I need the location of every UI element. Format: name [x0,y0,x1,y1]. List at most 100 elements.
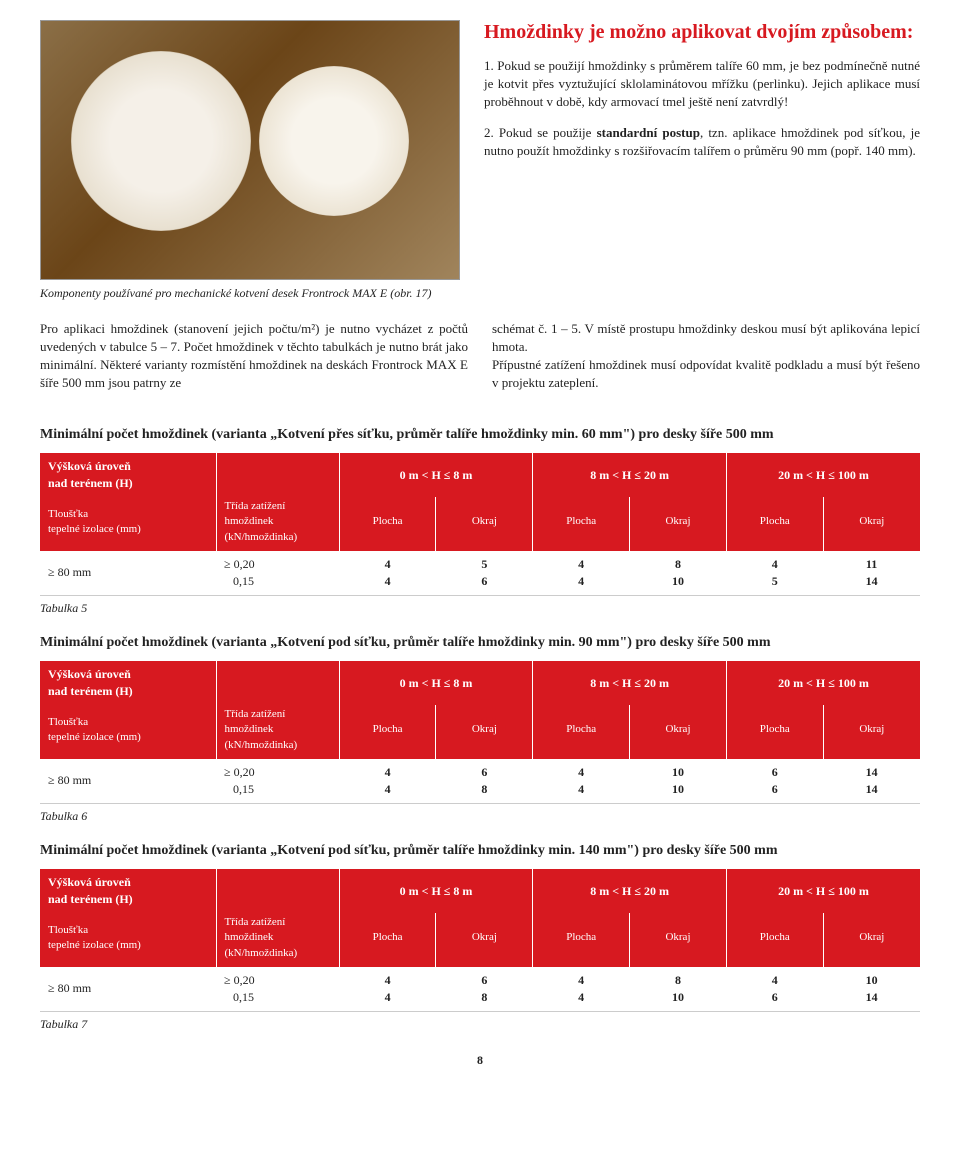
cell-p1: 4 4 [339,551,436,595]
mid-left-para: Pro aplikaci hmoždinek (stanovení jejich… [40,320,468,393]
cell-o3: 11 14 [823,551,920,595]
table-block: Minimální počet hmoždinek (varianta „Kot… [40,842,920,1032]
hdr-range-2: 8 m < H ≤ 20 m [533,453,727,497]
mid-left-col: Pro aplikaci hmoždinek (stanovení jejich… [40,320,468,405]
hdr-left: Výšková úroveň nad terénem (H) [40,453,216,497]
hdr-range-1: 0 m < H ≤ 8 m [339,661,533,705]
table-title: Minimální počet hmoždinek (varianta „Kot… [40,842,920,861]
sub-plocha-2: Plocha [533,705,630,759]
hdr-range-3: 20 m < H ≤ 100 m [726,869,920,913]
cell-o2: 10 10 [630,759,727,803]
hdr-range-3: 20 m < H ≤ 100 m [726,453,920,497]
table-caption: Tabulka 7 [40,1016,920,1033]
sub-plocha-3: Plocha [726,913,823,967]
cell-p3: 4 5 [726,551,823,595]
sub-left: Tloušťka tepelné izolace (mm) [40,497,216,551]
sub-okraj-3: Okraj [823,913,920,967]
component-photo [40,20,460,280]
table-title: Minimální počet hmoždinek (varianta „Kot… [40,634,920,653]
hdr-load-blank [216,661,339,705]
sub-plocha-2: Plocha [533,497,630,551]
para2-bold: standardní postup [597,125,700,140]
sub-load: Třída zatížení hmoždinek (kN/hmoždinka) [216,705,339,759]
hdr-range-1: 0 m < H ≤ 8 m [339,453,533,497]
photo-column: Komponenty používané pro mechanické kotv… [40,20,460,302]
sub-plocha-3: Plocha [726,705,823,759]
cell-thickness: ≥ 80 mm [40,759,216,803]
table-caption: Tabulka 6 [40,808,920,825]
paragraph-2: 2. Pokud se použije standardní postup, t… [484,124,920,160]
cell-o3: 14 14 [823,759,920,803]
top-section: Komponenty používané pro mechanické kotv… [40,20,920,302]
cell-p2: 4 4 [533,967,630,1011]
table-subheader-row: Tloušťka tepelné izolace (mm) Třída zatí… [40,497,920,551]
sub-plocha-1: Plocha [339,497,436,551]
table-block: Minimální počet hmoždinek (varianta „Kot… [40,426,920,616]
cell-load: ≥ 0,20 0,15 [216,551,339,595]
sub-okraj-1: Okraj [436,913,533,967]
hdr-left: Výšková úroveň nad terénem (H) [40,661,216,705]
photo-caption: Komponenty používané pro mechanické kotv… [40,286,460,302]
hdr-range-1: 0 m < H ≤ 8 m [339,869,533,913]
sub-load: Třída zatížení hmoždinek (kN/hmoždinka) [216,913,339,967]
table-header-row: Výšková úroveň nad terénem (H) 0 m < H ≤… [40,661,920,705]
cell-thickness: ≥ 80 mm [40,967,216,1011]
sub-okraj-3: Okraj [823,497,920,551]
cell-o2: 8 10 [630,551,727,595]
sub-okraj-1: Okraj [436,705,533,759]
cell-p2: 4 4 [533,551,630,595]
cell-load: ≥ 0,20 0,15 [216,967,339,1011]
sub-load: Třída zatížení hmoždinek (kN/hmoždinka) [216,497,339,551]
paragraph-1: 1. Pokud se použijí hmoždinky s průměrem… [484,57,920,112]
cell-o2: 8 10 [630,967,727,1011]
sub-plocha-3: Plocha [726,497,823,551]
mid-right-col: schémat č. 1 – 5. V místě prostupu hmožd… [492,320,920,405]
sub-okraj-2: Okraj [630,913,727,967]
table-block: Minimální počet hmoždinek (varianta „Kot… [40,634,920,824]
anchor-table-6: Výšková úroveň nad terénem (H) 0 m < H ≤… [40,661,920,803]
cell-o3: 10 14 [823,967,920,1011]
sub-okraj-3: Okraj [823,705,920,759]
page-number: 8 [40,1052,920,1069]
hdr-range-2: 8 m < H ≤ 20 m [533,869,727,913]
para2-lead: 2. Pokud se použije [484,125,597,140]
sub-okraj-1: Okraj [436,497,533,551]
cell-p2: 4 4 [533,759,630,803]
sub-left: Tloušťka tepelné izolace (mm) [40,913,216,967]
sub-plocha-1: Plocha [339,913,436,967]
cell-o1: 6 8 [436,967,533,1011]
hdr-left: Výšková úroveň nad terénem (H) [40,869,216,913]
cell-p1: 4 4 [339,759,436,803]
cell-o1: 5 6 [436,551,533,595]
table-header-row: Výšková úroveň nad terénem (H) 0 m < H ≤… [40,869,920,913]
anchor-table-7: Výšková úroveň nad terénem (H) 0 m < H ≤… [40,869,920,1011]
cell-p3: 4 6 [726,967,823,1011]
mid-right-para: schémat č. 1 – 5. V místě prostupu hmožd… [492,320,920,393]
sub-plocha-1: Plocha [339,705,436,759]
cell-p1: 4 4 [339,967,436,1011]
cell-p3: 6 6 [726,759,823,803]
anchor-table-5: Výšková úroveň nad terénem (H) 0 m < H ≤… [40,453,920,595]
table-caption: Tabulka 5 [40,600,920,617]
sub-okraj-2: Okraj [630,497,727,551]
table-data-row: ≥ 80 mm ≥ 0,20 0,15 4 4 6 8 4 4 8 10 4 6… [40,967,920,1011]
cell-thickness: ≥ 80 mm [40,551,216,595]
cell-load: ≥ 0,20 0,15 [216,759,339,803]
cell-o1: 6 8 [436,759,533,803]
table-data-row: ≥ 80 mm ≥ 0,20 0,15 4 4 5 6 4 4 8 10 4 5… [40,551,920,595]
sub-left: Tloušťka tepelné izolace (mm) [40,705,216,759]
table-data-row: ≥ 80 mm ≥ 0,20 0,15 4 4 6 8 4 4 10 10 6 … [40,759,920,803]
section-heading: Hmoždinky je možno aplikovat dvojím způs… [484,20,920,45]
sub-okraj-2: Okraj [630,705,727,759]
hdr-load-blank [216,869,339,913]
tables-container: Minimální počet hmoždinek (varianta „Kot… [40,426,920,1032]
table-title: Minimální počet hmoždinek (varianta „Kot… [40,426,920,445]
table-header-row: Výšková úroveň nad terénem (H) 0 m < H ≤… [40,453,920,497]
heading-column: Hmoždinky je možno aplikovat dvojím způs… [484,20,920,302]
hdr-range-3: 20 m < H ≤ 100 m [726,661,920,705]
sub-plocha-2: Plocha [533,913,630,967]
table-subheader-row: Tloušťka tepelné izolace (mm) Třída zatí… [40,913,920,967]
table-subheader-row: Tloušťka tepelné izolace (mm) Třída zatí… [40,705,920,759]
mid-section: Pro aplikaci hmoždinek (stanovení jejich… [40,320,920,405]
hdr-range-2: 8 m < H ≤ 20 m [533,661,727,705]
